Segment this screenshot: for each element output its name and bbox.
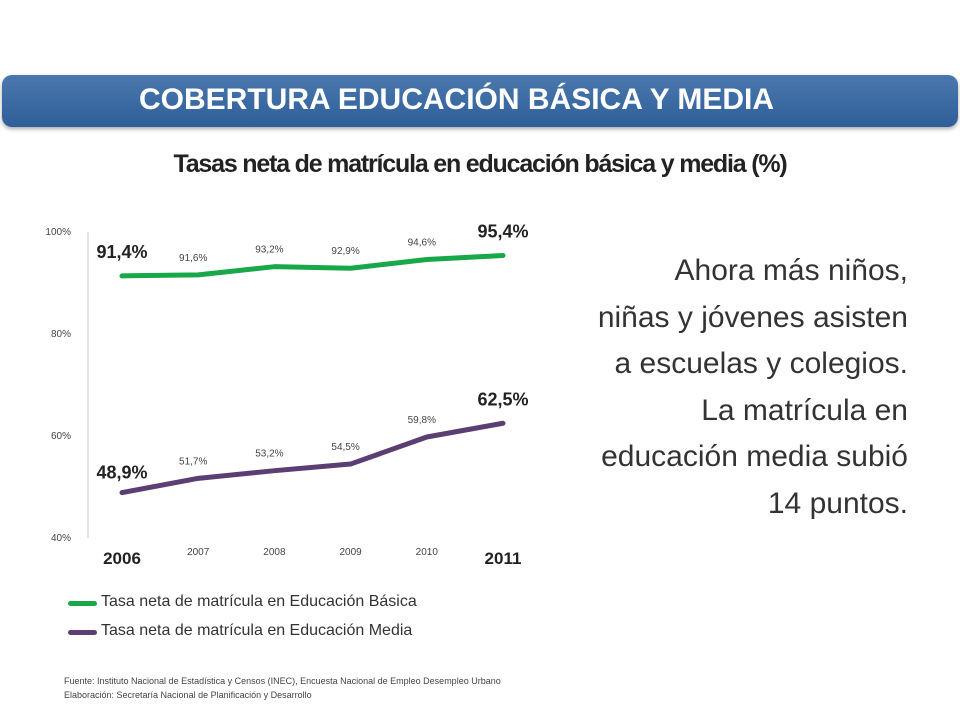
legend-swatch-media: [68, 630, 97, 635]
data-label: 62,5%: [477, 389, 528, 409]
x-tick-label: 2011: [485, 549, 522, 568]
data-label: 92,9%: [331, 246, 359, 257]
x-tick-label: 2008: [263, 547, 286, 558]
y-tick-label: 100%: [45, 227, 71, 238]
data-label: 48,9%: [96, 463, 147, 483]
data-label: 91,4%: [96, 242, 147, 262]
data-label: 95,4%: [477, 221, 528, 241]
data-label: 54,5%: [331, 442, 359, 453]
data-label: 91,6%: [179, 253, 207, 264]
x-tick-label: 2010: [416, 547, 439, 558]
series-line-media: [119, 420, 506, 496]
series-line-basica: [119, 252, 506, 279]
x-tick-label: 2007: [187, 547, 210, 558]
data-label: 93,2%: [255, 245, 283, 256]
y-tick-label: 80%: [51, 329, 71, 340]
page-title: COBERTURA EDUCACIÓN BÁSICA Y MEDIA: [139, 83, 775, 116]
legend-swatch-basica: [68, 601, 97, 606]
source-note: Fuente: Instituto Nacional de Estadístic…: [64, 674, 501, 703]
credit-line: Elaboración: Secretaría Nacional de Plan…: [64, 690, 312, 701]
title-banner: COBERTURA EDUCACIÓN BÁSICA Y MEDIA: [2, 75, 958, 127]
summary-text: Ahora más niños, niñas y jóvenes asisten…: [597, 254, 908, 520]
data-label: 59,8%: [408, 415, 436, 426]
data-label: 53,2%: [255, 449, 283, 460]
x-tick-label: 2006: [103, 549, 141, 568]
legend-label-basica: Tasa neta de matrícula en Educación Bási…: [101, 593, 417, 610]
source-line: Fuente: Instituto Nacional de Estadístic…: [64, 676, 501, 686]
y-tick-label: 60%: [51, 431, 71, 442]
chart-title: Tasas neta de matrícula en educación bás…: [173, 150, 788, 178]
x-tick-label: 2009: [339, 547, 362, 558]
legend-label-media: Tasa neta de matrícula en Educación Medi…: [101, 622, 413, 639]
line-chart: 100% 80% 60% 40% 2006 2007 2008 2009 2010 2011 9…: [45, 221, 528, 568]
y-tick-label: 40%: [51, 533, 71, 544]
data-label: 94,6%: [408, 238, 436, 249]
data-label: 51,7%: [179, 456, 207, 467]
